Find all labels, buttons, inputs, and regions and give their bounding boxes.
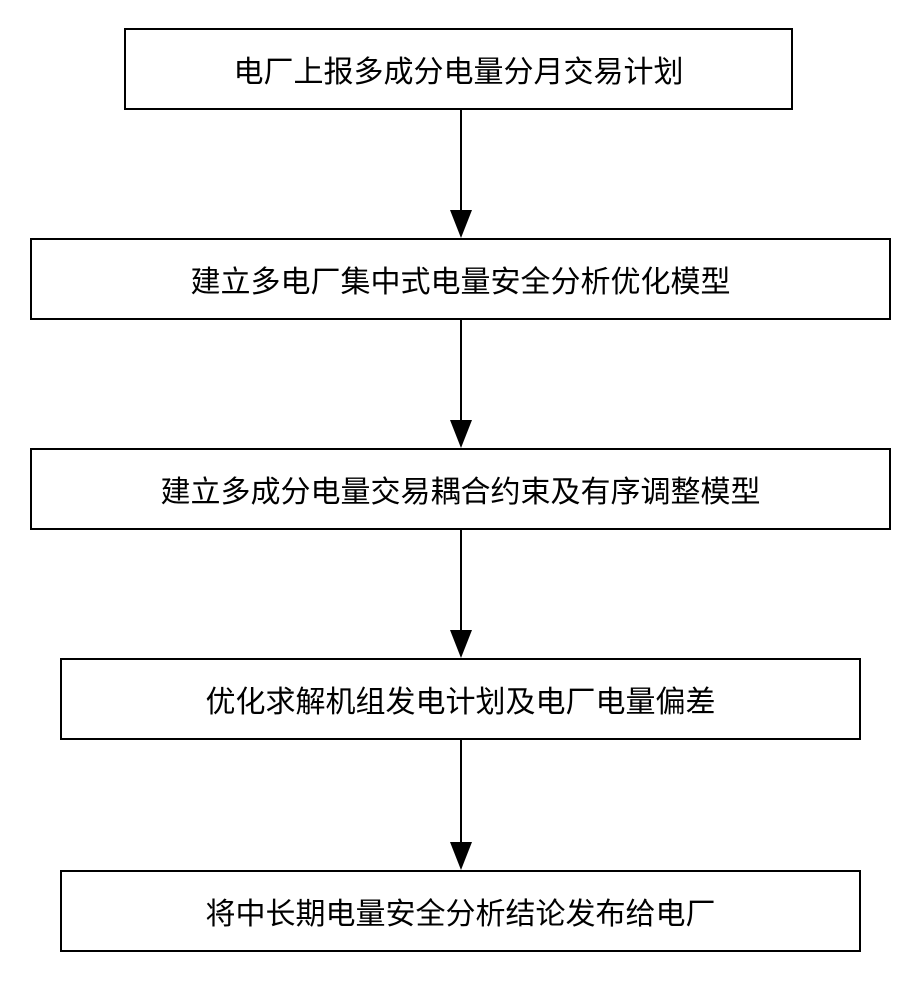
flow-arrow-line [460, 740, 462, 842]
flow-arrow-line [460, 110, 462, 210]
flow-node-label: 建立多电厂集中式电量安全分析优化模型 [191, 257, 731, 301]
flow-node-label: 建立多成分电量交易耦合约束及有序调整模型 [161, 467, 761, 511]
flow-arrow-line [460, 530, 462, 630]
flow-arrow-head-icon [450, 420, 472, 448]
flow-node-n4: 优化求解机组发电计划及电厂电量偏差 [60, 658, 861, 740]
flow-node-n3: 建立多成分电量交易耦合约束及有序调整模型 [30, 448, 891, 530]
flow-node-label: 优化求解机组发电计划及电厂电量偏差 [206, 677, 716, 721]
flow-arrow-head-icon [450, 842, 472, 870]
flow-node-n5: 将中长期电量安全分析结论发布给电厂 [60, 870, 861, 952]
flow-node-n1: 电厂上报多成分电量分月交易计划 [124, 28, 793, 110]
flow-node-label: 将中长期电量安全分析结论发布给电厂 [206, 889, 716, 933]
flow-arrow-line [460, 320, 462, 420]
flow-arrow-head-icon [450, 630, 472, 658]
flowchart-canvas: 电厂上报多成分电量分月交易计划建立多电厂集中式电量安全分析优化模型建立多成分电量… [0, 0, 922, 1000]
flow-node-n2: 建立多电厂集中式电量安全分析优化模型 [30, 238, 891, 320]
flow-node-label: 电厂上报多成分电量分月交易计划 [234, 47, 684, 91]
flow-arrow-head-icon [450, 210, 472, 238]
